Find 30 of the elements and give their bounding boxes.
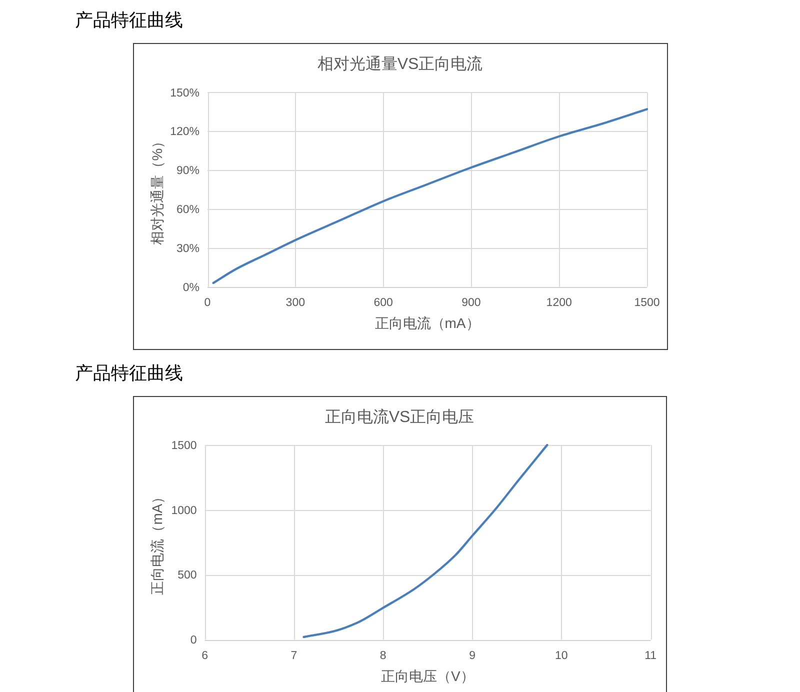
x-tick-label: 8	[380, 650, 386, 662]
y-tick-label: 150%	[170, 87, 200, 100]
y-tick-label: 90%	[176, 165, 200, 178]
y-tick-label: 120%	[170, 126, 200, 138]
x-tick-label: 1200	[546, 297, 572, 309]
x-tick-label: 9	[469, 650, 476, 662]
x-tick-label: 10	[555, 650, 568, 662]
chart-title: 正向电流VS正向电压	[324, 408, 474, 426]
x-tick-label: 900	[462, 297, 481, 309]
y-axis-title: 相对光通量（%）	[149, 134, 165, 245]
x-tick-label: 11	[644, 650, 657, 662]
x-tick-label: 300	[286, 297, 305, 309]
x-tick-label: 6	[202, 650, 208, 662]
x-tick-label: 1500	[634, 297, 660, 309]
text: 产品特征曲线	[75, 363, 183, 383]
y-tick-label: 1500	[171, 440, 197, 452]
y-axis-title: 正向电流（mA）	[149, 490, 165, 595]
y-tick-label: 0	[190, 634, 197, 647]
y-tick-label: 60%	[176, 204, 200, 216]
x-tick-label: 600	[374, 297, 393, 309]
y-tick-label: 30%	[176, 242, 200, 255]
text: 产品特征曲线	[75, 10, 183, 30]
x-tick-label: 7	[290, 650, 298, 662]
x-axis-title: 正向电流（mA）	[374, 315, 480, 331]
chart-title: 相对光通量VS正向电流	[317, 55, 483, 73]
y-tick-label: 1000	[171, 504, 197, 517]
y-tick-label: 0%	[182, 282, 200, 294]
x-tick-label: 0	[204, 297, 211, 309]
y-tick-label: 500	[178, 570, 197, 582]
x-axis-title: 正向电压（V）	[381, 668, 474, 684]
